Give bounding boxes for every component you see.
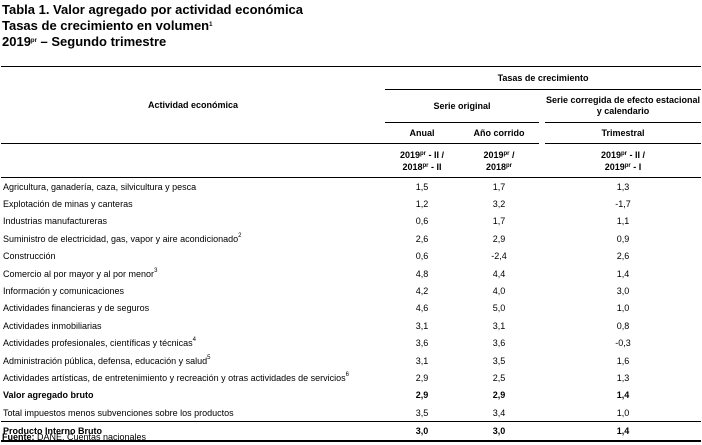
header-serie-corregida: Serie corregida de efecto estacional y c… (545, 89, 701, 123)
table-row: Información y comunicaciones 4,2 4,0 3,0 (3, 286, 630, 297)
header-anio-corrido: Año corrido (459, 122, 539, 144)
table-row: Suministro de electricidad, gas, vapor y… (3, 232, 630, 244)
table-row: Construcción 0,6 -2,4 2,6 (3, 251, 630, 262)
table-subtitle: Tasas de crecimiento en volumen1 (2, 18, 213, 33)
table-row: Agricultura, ganadería, caza, silvicultu… (3, 181, 630, 192)
table-row: Actividades artísticas, de entretenimien… (3, 371, 630, 383)
table-row: Valor agregado bruto 2,9 2,9 1,4 (3, 390, 630, 401)
header-periodo-anual: 2019pr - II / 2018pr - II (385, 143, 459, 178)
header-periodo-corrido: 2019pr / 2018pr (459, 143, 539, 178)
table-period: 2019pr – Segundo trimestre (2, 34, 167, 49)
table-title-block: Tabla 1. Valor agregado por actividad ec… (2, 2, 303, 50)
header-actividad: Actividad económica (1, 66, 385, 144)
table-row: Explotación de minas y canteras 1,2 3,2 -1,… (3, 199, 631, 210)
table-row: Actividades profesionales, científicas y… (3, 337, 631, 349)
source-note: Fuente: DANE, Cuentas nacionales (2, 432, 147, 442)
table-row: Industrias manufactureras 0,6 1,7 1,1 (3, 216, 630, 227)
table-row: Comercio al por mayor y al por menor3 4,8… (3, 267, 630, 279)
header-trimestral: Trimestral (545, 122, 701, 144)
table-row: Actividades financieras y de seguros 4,6 5… (3, 303, 630, 314)
header-periodo-trimestral: 2019pr - II / 2019pr - I (545, 143, 701, 178)
table-row: Actividades inmobiliarias 3,1 3,1 0,8 (3, 320, 630, 331)
header-anual: Anual (385, 122, 459, 144)
growth-table: Actividad económica Tasas de crecimiento… (1, 66, 701, 442)
header-tasas: Tasas de crecimiento (385, 66, 701, 90)
total-row: Producto Interno Bruto 3,0 3,0 1,4 (1, 421, 701, 442)
table-row: Administración pública, defensa, educaci… (3, 354, 630, 366)
header-serie-original: Serie original (385, 89, 539, 123)
table-row: Total impuestos menos subvenciones sobre… (3, 407, 630, 418)
table-title: Tabla 1. Valor agregado por actividad ec… (2, 2, 304, 17)
